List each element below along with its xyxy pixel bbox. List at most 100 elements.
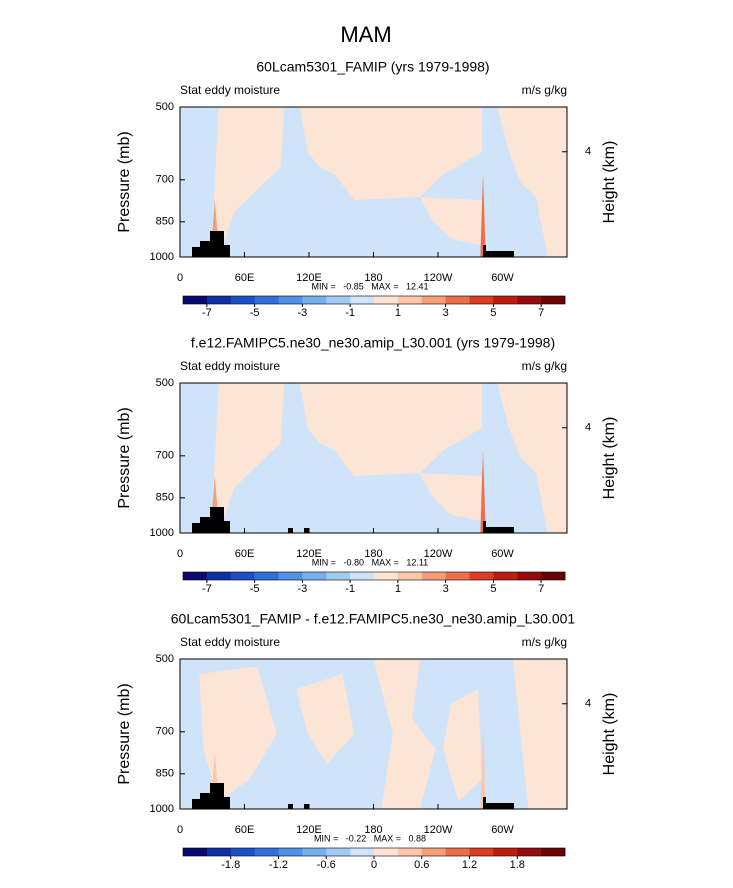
- x-tick-label: 120E: [296, 272, 322, 284]
- topography: [210, 783, 224, 809]
- colorbar-box: [517, 296, 542, 304]
- colorbar-label: 5: [490, 583, 496, 595]
- colorbar-box: [183, 296, 208, 304]
- colorbar-box: [302, 296, 327, 304]
- colorbar-box: [254, 848, 279, 856]
- colorbar-box: [206, 572, 232, 580]
- x-tick-label: 180: [364, 272, 382, 284]
- x-tick-label: 0: [177, 548, 183, 560]
- field-label: Stat eddy moisture: [180, 635, 280, 649]
- colorbar-box: [230, 296, 255, 304]
- topography: [224, 521, 230, 533]
- colorbar-label: 7: [538, 583, 544, 595]
- colorbar-box: [445, 848, 470, 856]
- colorbar-label: -1.8: [221, 859, 240, 871]
- field-label: Stat eddy moisture: [180, 83, 280, 97]
- topography: [486, 527, 514, 533]
- colorbar-label: 0: [371, 859, 377, 871]
- topography: [288, 804, 293, 809]
- x-tick-label: 60W: [491, 548, 514, 560]
- field-region: [497, 383, 567, 533]
- x-tick-label: 180: [364, 824, 382, 836]
- colorbar-label: 1.2: [462, 859, 477, 871]
- field-region: [419, 473, 482, 521]
- topography: [200, 241, 210, 257]
- y-tick-label: 1000: [150, 251, 174, 263]
- colorbar-label: 0.6: [414, 859, 429, 871]
- panel-title: 60Lcam5301_FAMIP (yrs 1979-1998): [256, 59, 489, 75]
- x-tick-label: 0: [177, 272, 183, 284]
- y-tick-label: 850: [156, 768, 174, 780]
- y-tick-label: 1000: [150, 803, 174, 815]
- x-tick-label: 60E: [235, 824, 255, 836]
- colorbar-box: [421, 296, 446, 304]
- x-tick-label: 60W: [491, 824, 514, 836]
- colorbar-box: [254, 572, 279, 580]
- y-tick-label: 700: [156, 450, 174, 462]
- field-stats: MIN = -0.80 MAX = 12.11: [312, 557, 428, 567]
- field-label: Stat eddy moisture: [180, 359, 280, 373]
- y-tick-label: 850: [156, 216, 174, 228]
- colorbar-box: [326, 296, 351, 304]
- y-tick-label: 700: [156, 174, 174, 186]
- y2-axis-title: Height (km): [601, 417, 618, 500]
- y-axis-title: Pressure (mb): [116, 131, 133, 232]
- topography: [483, 797, 486, 809]
- colorbar-box: [278, 296, 303, 304]
- field-region: [299, 383, 482, 476]
- colorbar-box: [421, 572, 446, 580]
- colorbar-box: [206, 296, 232, 304]
- topography: [288, 528, 293, 533]
- topography: [304, 528, 309, 533]
- y-tick-label: 700: [156, 726, 174, 738]
- topography: [210, 231, 224, 257]
- colorbar-box: [397, 296, 423, 304]
- y-tick-label: 500: [156, 653, 174, 665]
- x-tick-label: 120E: [296, 548, 322, 560]
- x-tick-label: 120W: [424, 272, 453, 284]
- colorbar-box: [326, 572, 351, 580]
- colorbar-box: [397, 848, 423, 856]
- colorbar-box: [469, 296, 494, 304]
- colorbar-box: [541, 572, 566, 580]
- topography: [192, 247, 200, 257]
- units-label: m/s g/kg: [522, 83, 567, 97]
- x-tick-label: 120E: [296, 824, 322, 836]
- colorbar-box: [350, 572, 375, 580]
- y-tick-label: 500: [156, 101, 174, 113]
- colorbar-box: [374, 572, 399, 580]
- colorbar-label: 5: [490, 307, 496, 319]
- field-region: [497, 107, 567, 257]
- units-label: m/s g/kg: [522, 635, 567, 649]
- colorbar-box: [254, 296, 279, 304]
- field-stats: MIN = -0.22 MAX = 0.88: [314, 833, 426, 843]
- colorbar-box: [517, 848, 542, 856]
- colorbar-label: -0.6: [317, 859, 336, 871]
- colorbar-label: 7: [538, 307, 544, 319]
- x-tick-label: 0: [177, 824, 183, 836]
- field-region: [443, 689, 482, 802]
- colorbar-box: [350, 848, 375, 856]
- topography: [200, 793, 210, 809]
- colorbar-label: -3: [297, 583, 307, 595]
- units-label: m/s g/kg: [522, 359, 567, 373]
- colorbar-box: [397, 572, 423, 580]
- colorbar-label: 3: [443, 307, 449, 319]
- field-stats: MIN = -0.85 MAX = 12.41: [311, 281, 428, 291]
- colorbar-box: [278, 572, 303, 580]
- y-tick-label: 500: [156, 377, 174, 389]
- topography: [486, 803, 514, 809]
- y2-tick-label: 4: [585, 422, 591, 434]
- colorbar-label: -5: [250, 307, 260, 319]
- topography: [224, 797, 230, 809]
- colorbar-label: 1: [395, 307, 401, 319]
- topography: [224, 245, 230, 257]
- y2-tick-label: 4: [585, 698, 591, 710]
- topography: [483, 245, 486, 257]
- field-peak: [480, 174, 486, 257]
- field-region: [296, 674, 355, 764]
- colorbar-box: [541, 848, 566, 856]
- colorbar-box: [445, 572, 470, 580]
- colorbar-frame: [182, 571, 566, 581]
